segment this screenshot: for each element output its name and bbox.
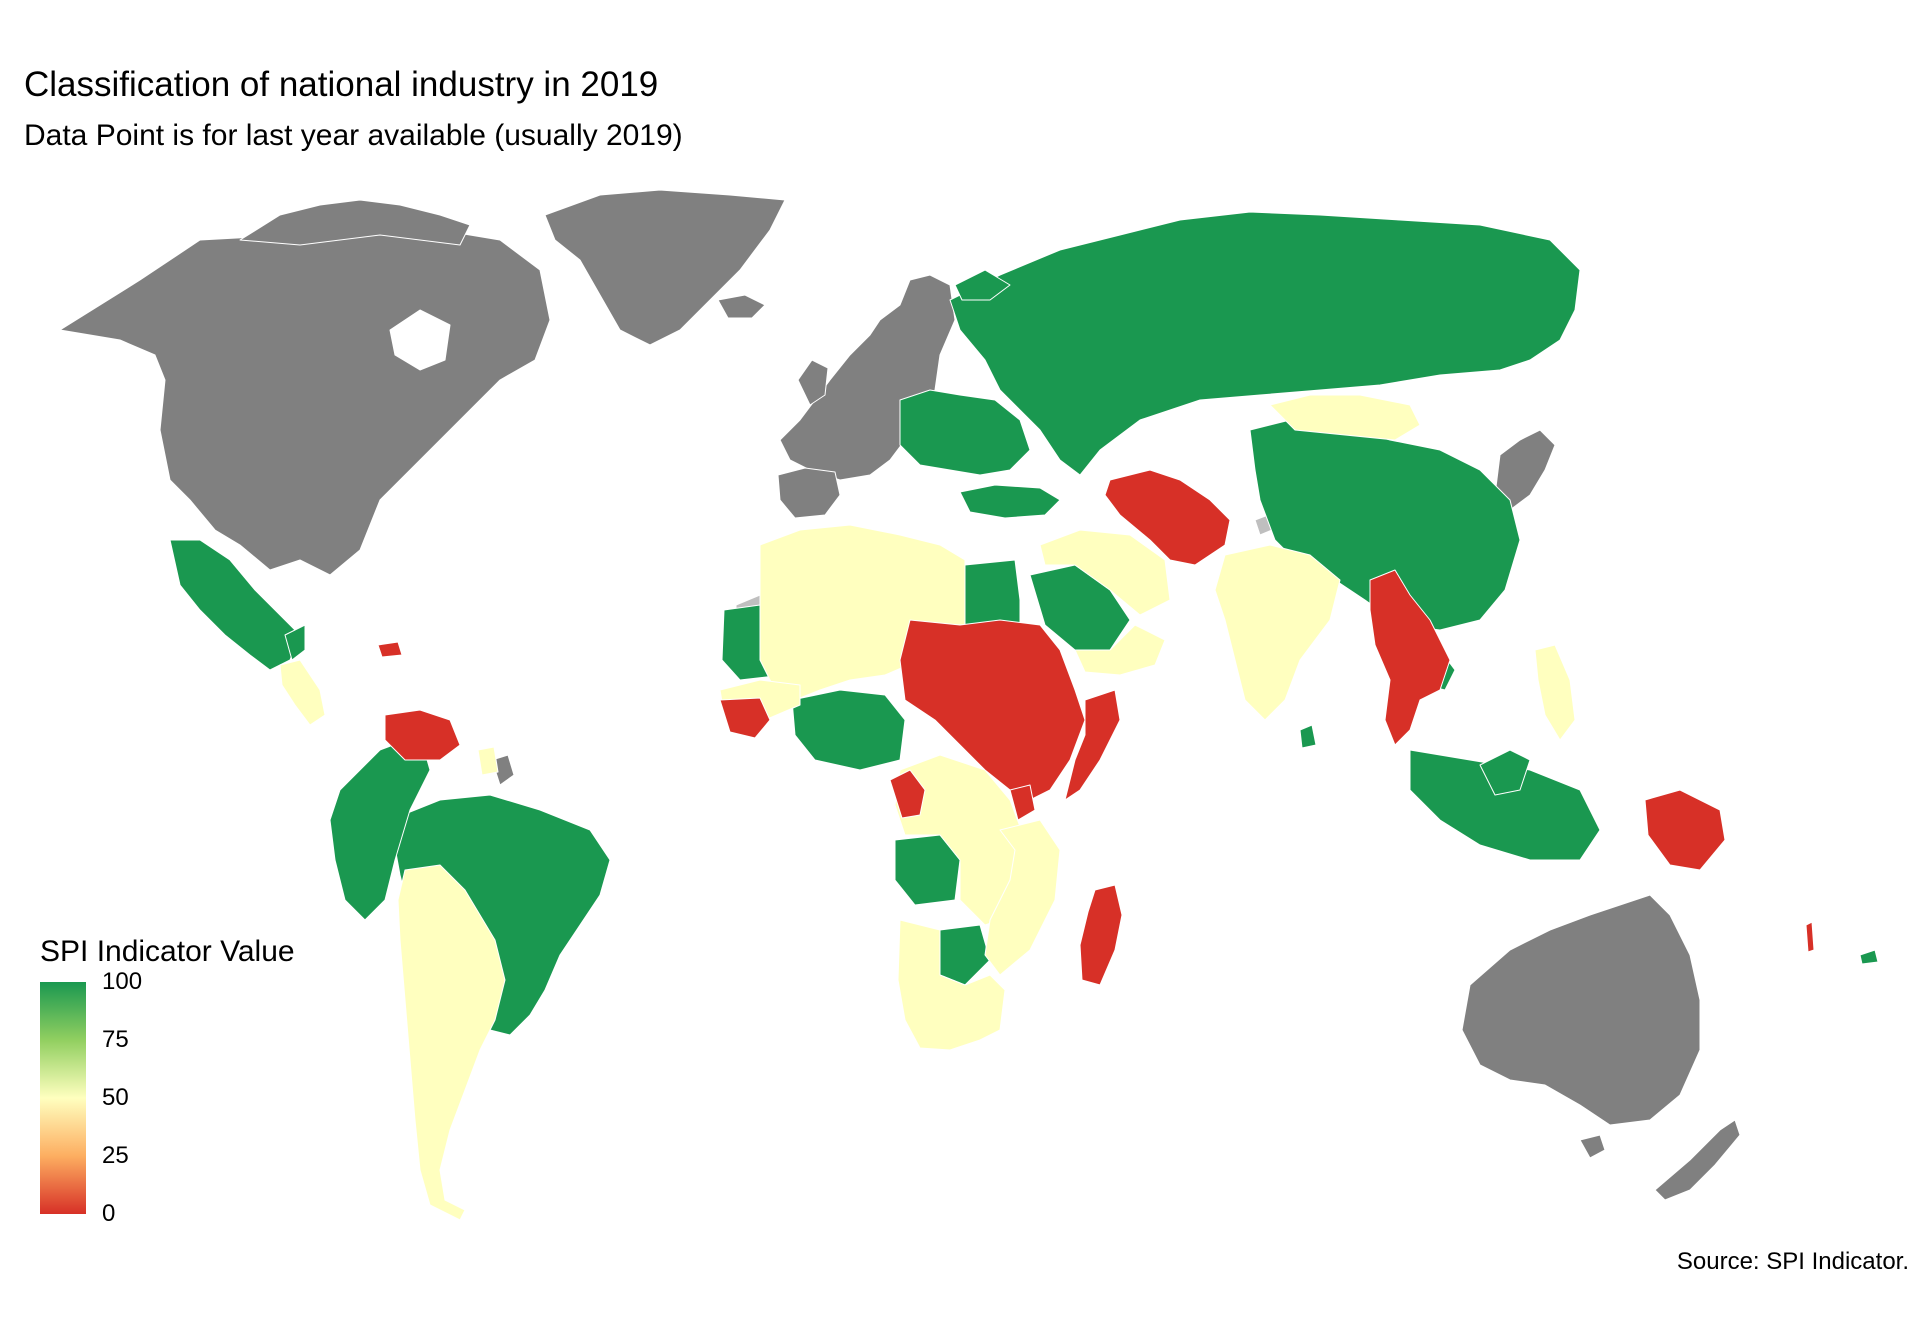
greenland-region: [544, 189, 786, 346]
no-data-regions: [59, 189, 1741, 1201]
congo-region: [889, 769, 926, 819]
iberia-region: [777, 467, 841, 519]
guinea-region: [719, 697, 771, 739]
haiti-region: [377, 641, 403, 658]
drc-east-region: [1009, 784, 1036, 821]
low-score-regions: [377, 469, 1815, 986]
somalia-region: [1064, 689, 1121, 801]
hudson-bay-cutout: [389, 309, 451, 371]
east-africa-region: [984, 819, 1061, 976]
vanuatu-region: [1805, 921, 1815, 953]
mid-score-regions: [279, 394, 1576, 1221]
legend-tick-label: 75: [102, 1026, 129, 1053]
iceland-region: [717, 294, 766, 319]
high-score-regions: [169, 211, 1879, 1036]
afghanistan-iran-region: [1104, 469, 1231, 566]
turkey-region: [959, 484, 1061, 519]
legend-tick-label: 0: [102, 1200, 116, 1227]
legend-tick-label: 25: [102, 1142, 129, 1169]
legend: SPI Indicator Value 100 75 50 25 0: [40, 934, 340, 1227]
venezuela-region: [384, 709, 461, 761]
mongolia-region: [1269, 394, 1421, 441]
new-zealand-region: [1654, 1119, 1741, 1201]
borneo-region: [1479, 749, 1531, 796]
southern-africa-region: [897, 919, 1006, 1051]
eastern-europe-region: [899, 389, 1031, 476]
myanmar-laos-region: [1369, 569, 1451, 746]
uk-ireland-region: [797, 359, 829, 406]
papua-new-guinea-region: [1644, 789, 1726, 871]
yemen-oman-region: [1074, 624, 1166, 676]
mexico-region: [169, 539, 301, 671]
central-america-mid-region: [279, 659, 326, 726]
legend-color-bar: [40, 982, 86, 1214]
southern-cone-region: [397, 864, 506, 1221]
philippines-region: [1534, 644, 1576, 741]
sri-lanka-region: [1299, 724, 1317, 749]
madagascar-region: [1079, 884, 1123, 986]
egypt-region: [964, 559, 1021, 631]
russia-central-asia-region: [949, 211, 1581, 476]
pacific-islands-region: [1859, 949, 1879, 965]
australia-region: [1461, 894, 1701, 1126]
kola-peninsula-region: [954, 269, 1011, 301]
legend-tick-label: 50: [102, 1084, 129, 1111]
map-subtitle: Data Point is for last year available (u…: [24, 119, 683, 152]
sudan-ethiopia-region: [899, 619, 1086, 801]
north-america-region: [59, 224, 551, 576]
tasmania-region: [1579, 1134, 1606, 1159]
legend-title: SPI Indicator Value: [40, 935, 295, 968]
india-region: [1214, 544, 1341, 721]
arctic-islands-region: [239, 199, 471, 246]
map-title: Classification of national industry in 2…: [24, 65, 659, 104]
west-africa-region: [791, 689, 906, 771]
source-caption: Source: SPI Indicator.: [1676, 1248, 1909, 1275]
guyana-region: [477, 746, 499, 776]
legend-tick-label: 100: [102, 968, 143, 995]
central-america-region: [284, 624, 306, 661]
zambia-zimbabwe-region: [939, 924, 991, 986]
guiana-no-data-region: [491, 754, 515, 786]
middle-east-region: [1039, 529, 1171, 616]
